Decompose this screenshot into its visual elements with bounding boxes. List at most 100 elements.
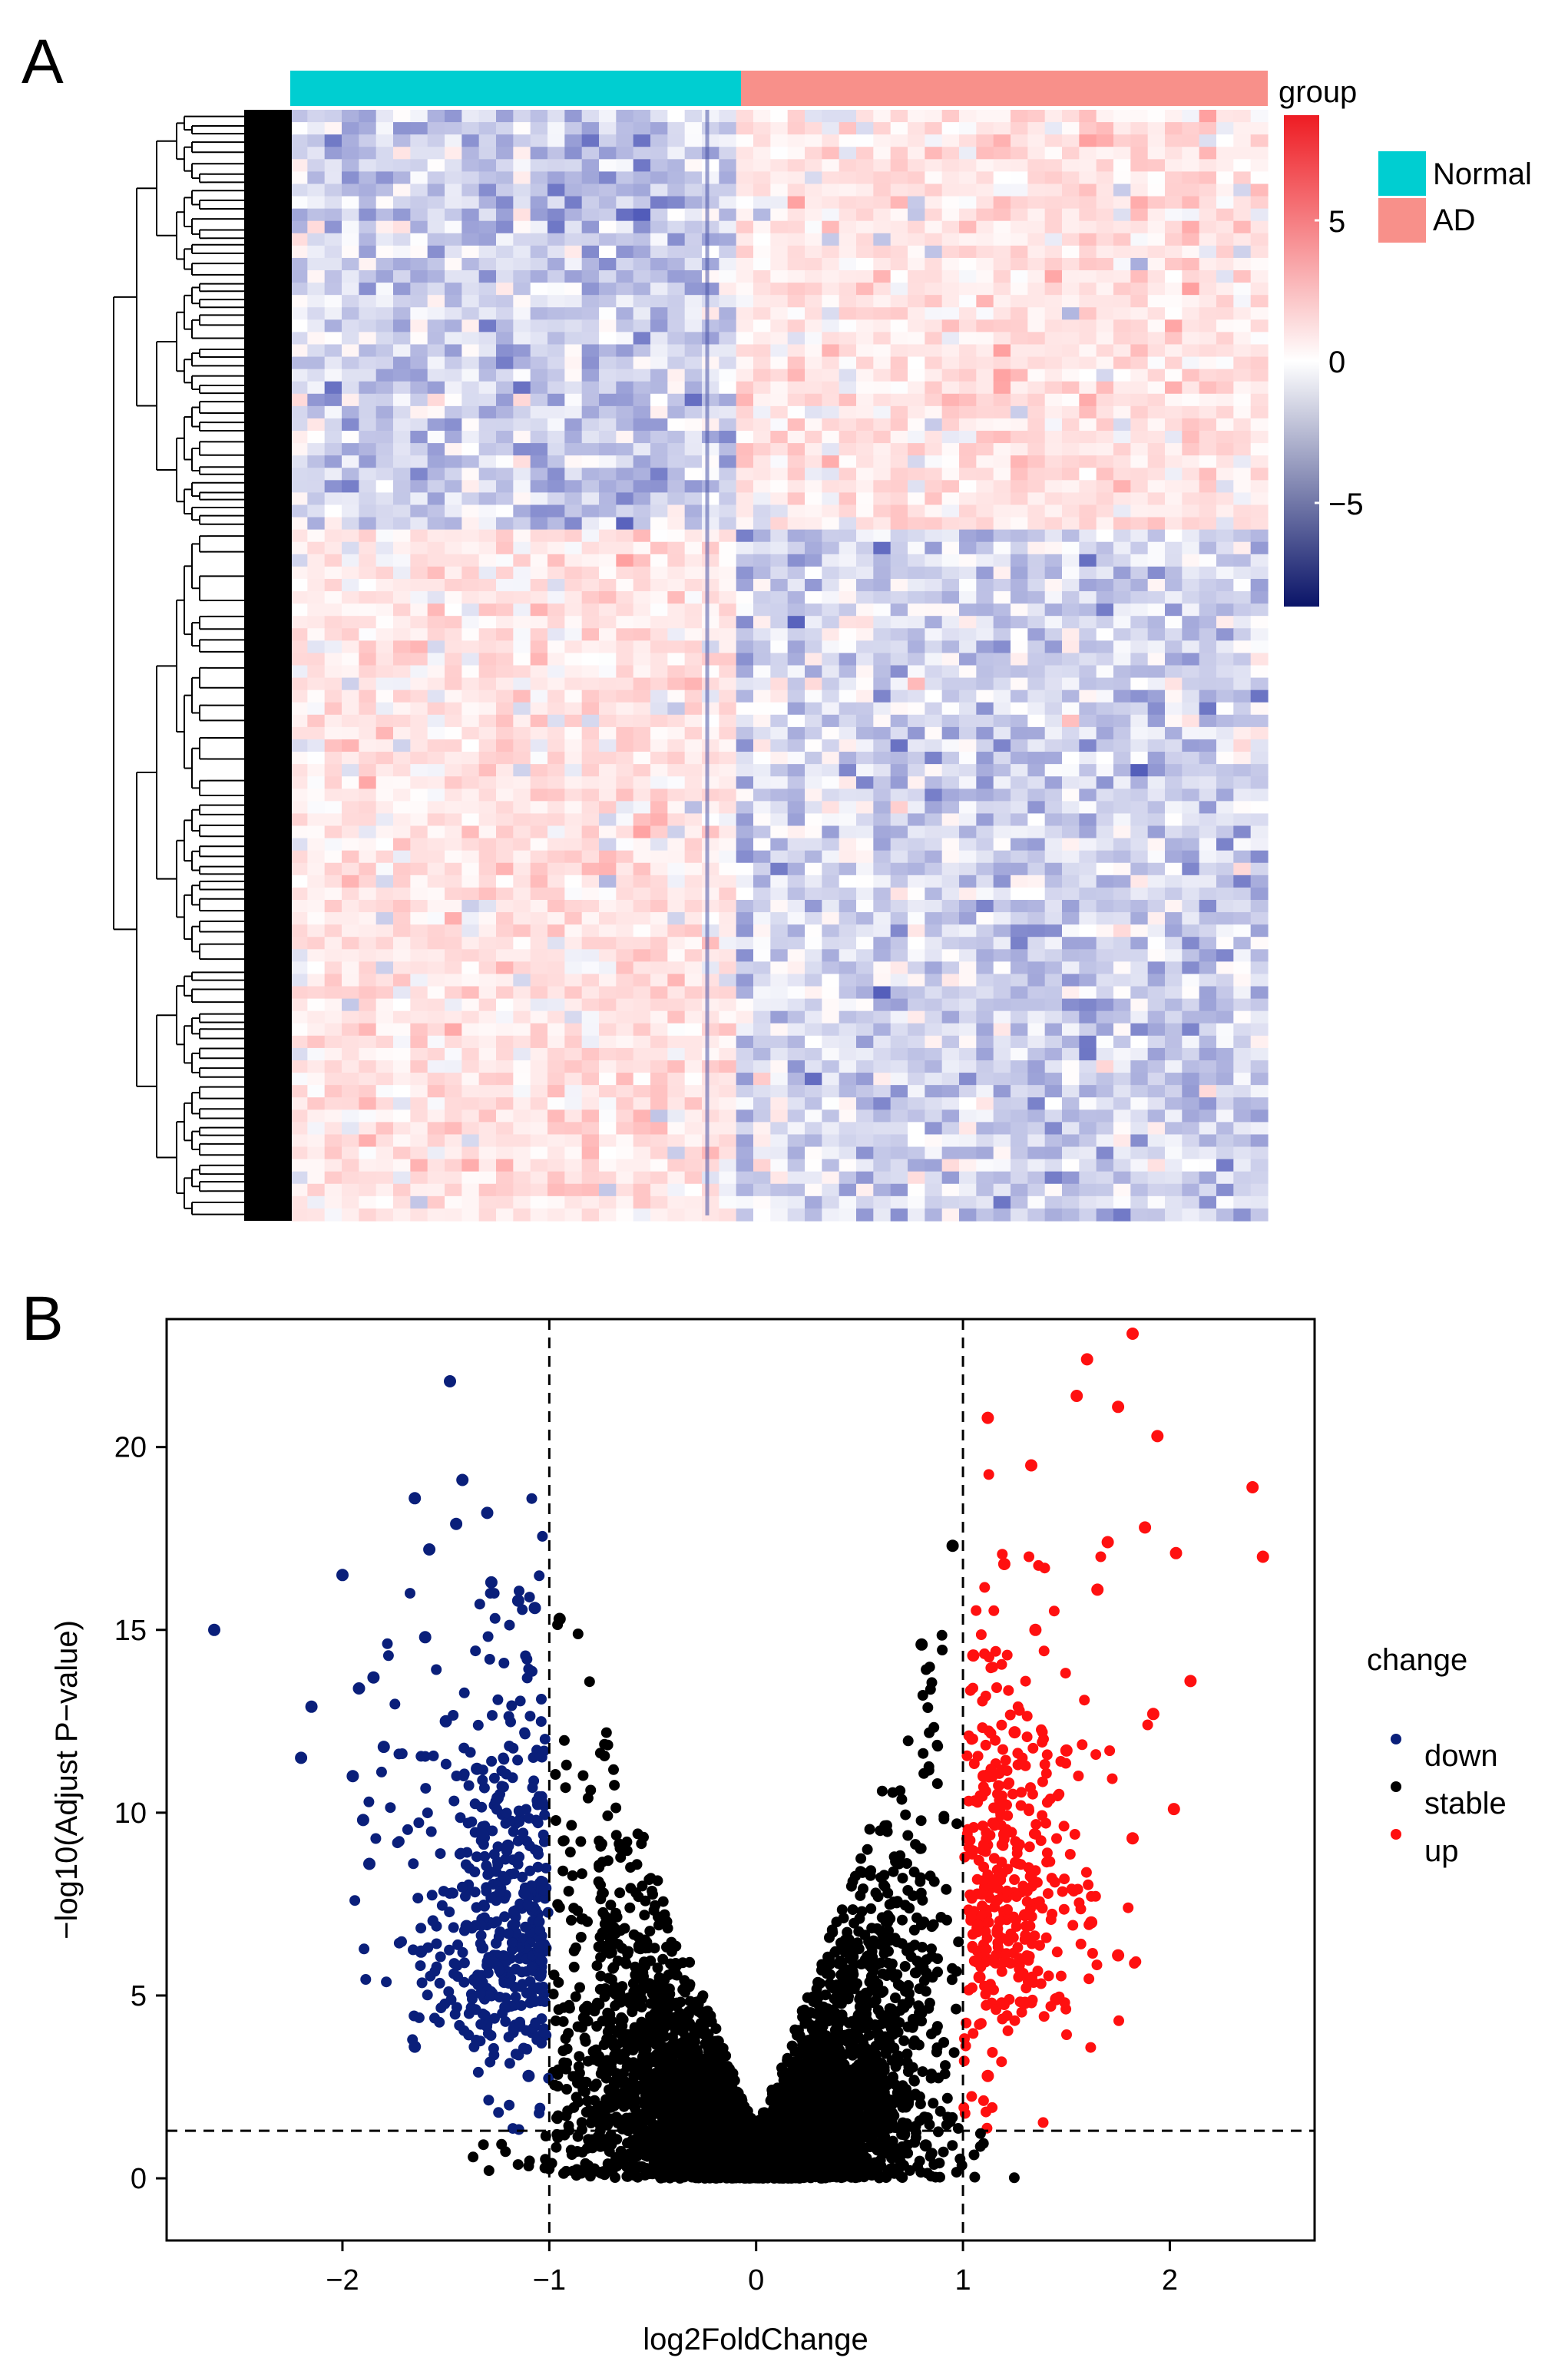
- heatmap-cell: [1199, 986, 1217, 1000]
- heatmap-cell: [1079, 184, 1097, 197]
- heatmap-cell: [1130, 665, 1149, 679]
- heatmap-cell: [890, 184, 908, 197]
- heatmap-cell: [650, 616, 668, 629]
- heatmap-cell: [616, 1134, 634, 1148]
- heatmap-cell: [976, 480, 994, 494]
- heatmap-cell: [342, 393, 359, 407]
- heatmap-cell: [290, 196, 308, 210]
- heatmap-cell: [564, 850, 583, 864]
- heatmap-cell: [1182, 529, 1200, 543]
- heatmap-cell: [1165, 393, 1183, 407]
- heatmap-cell: [1130, 776, 1149, 789]
- heatmap-cell: [650, 949, 668, 962]
- heatmap-cell: [1011, 110, 1028, 123]
- heatmap-cell: [770, 405, 789, 419]
- heatmap-cell: [976, 344, 994, 358]
- heatmap-cell: [496, 1122, 514, 1136]
- heatmap-cell: [805, 110, 822, 123]
- heatmap-cell: [445, 233, 462, 246]
- heatmap-cell: [342, 319, 359, 332]
- heatmap-cell: [736, 1109, 754, 1123]
- heatmap-cell: [359, 961, 377, 975]
- heatmap-cell: [941, 566, 960, 580]
- heatmap-cell: [1096, 283, 1114, 296]
- heatmap-cell: [667, 702, 686, 716]
- heatmap-cell: [1199, 677, 1217, 691]
- heatmap-cell: [445, 443, 462, 456]
- heatmap-cell: [1233, 1035, 1252, 1049]
- heatmap-cell: [650, 714, 668, 728]
- heatmap-cell: [959, 480, 977, 494]
- heatmap-cell: [1233, 1010, 1252, 1024]
- heatmap-cell: [1165, 159, 1183, 172]
- heatmap-cell: [805, 665, 822, 679]
- heatmap-cell: [547, 220, 565, 234]
- heatmap-cell: [1062, 628, 1080, 641]
- heatmap-cell: [959, 937, 977, 950]
- heatmap-cell: [736, 578, 754, 592]
- heatmap-cell: [1130, 789, 1149, 802]
- heatmap-cell: [976, 393, 994, 407]
- heatmap-cell: [1062, 1010, 1080, 1024]
- heatmap-cell: [890, 677, 908, 691]
- heatmap-cell: [856, 171, 874, 185]
- heatmap-cell: [753, 208, 771, 222]
- heatmap-cell: [324, 726, 342, 740]
- heatmap-cell: [427, 764, 445, 777]
- heatmap-cell: [993, 332, 1011, 346]
- heatmap-cell: [925, 616, 943, 629]
- heatmap-cell: [1199, 541, 1217, 555]
- heatmap-cell: [959, 998, 977, 1012]
- heatmap-cell: [753, 270, 771, 283]
- heatmap-cell: [976, 1146, 994, 1160]
- heatmap-cell: [290, 1010, 308, 1024]
- heatmap-cell: [787, 196, 806, 210]
- heatmap-cell: [753, 468, 771, 481]
- heatmap-cell: [753, 405, 771, 419]
- heatmap-cell: [599, 578, 617, 592]
- heatmap-cell: [496, 912, 514, 925]
- heatmap-cell: [805, 616, 822, 629]
- heatmap-cell: [581, 283, 600, 296]
- heatmap-cell: [719, 752, 737, 765]
- heatmap-cell: [650, 332, 668, 346]
- heatmap-cell: [1165, 517, 1183, 531]
- heatmap-cell: [599, 504, 617, 518]
- heatmap-cell: [941, 431, 960, 444]
- heatmap-cell: [1216, 739, 1234, 752]
- heatmap-cell: [719, 862, 737, 876]
- heatmap-cell: [976, 220, 994, 234]
- heatmap-cell: [1113, 825, 1131, 839]
- heatmap-cell: [1113, 356, 1131, 370]
- heatmap-cell: [581, 504, 600, 518]
- heatmap-cell: [787, 369, 806, 382]
- heatmap-cell: [736, 245, 754, 259]
- heatmap-cell: [839, 764, 857, 777]
- heatmap-cell: [993, 850, 1011, 864]
- heatmap-cell: [1199, 1035, 1217, 1049]
- heatmap-cell: [925, 924, 943, 937]
- heatmap-cell: [1199, 566, 1217, 580]
- heatmap-cell: [513, 480, 531, 494]
- heatmap-cell: [359, 1122, 377, 1136]
- heatmap-cell: [667, 295, 686, 308]
- heatmap-cell: [1062, 220, 1080, 234]
- heatmap-cell: [1165, 702, 1183, 716]
- heatmap-cell: [564, 603, 583, 617]
- heatmap-cell: [1182, 504, 1200, 518]
- heatmap-cell: [547, 616, 565, 629]
- heatmap-cell: [290, 924, 308, 937]
- heatmap-cell: [770, 1010, 789, 1024]
- heatmap-cell: [342, 1060, 359, 1073]
- heatmap-cell: [496, 591, 514, 604]
- heatmap-cell: [342, 1171, 359, 1185]
- heatmap-cell: [839, 283, 857, 296]
- heatmap-cell: [342, 825, 359, 839]
- heatmap-cell: [736, 1134, 754, 1148]
- heatmap-cell: [1250, 578, 1269, 592]
- heatmap-cell: [547, 541, 565, 555]
- heatmap-cell: [445, 726, 462, 740]
- heatmap-cell: [513, 1010, 531, 1024]
- heatmap-cell: [307, 838, 326, 852]
- heatmap-cell: [908, 714, 925, 728]
